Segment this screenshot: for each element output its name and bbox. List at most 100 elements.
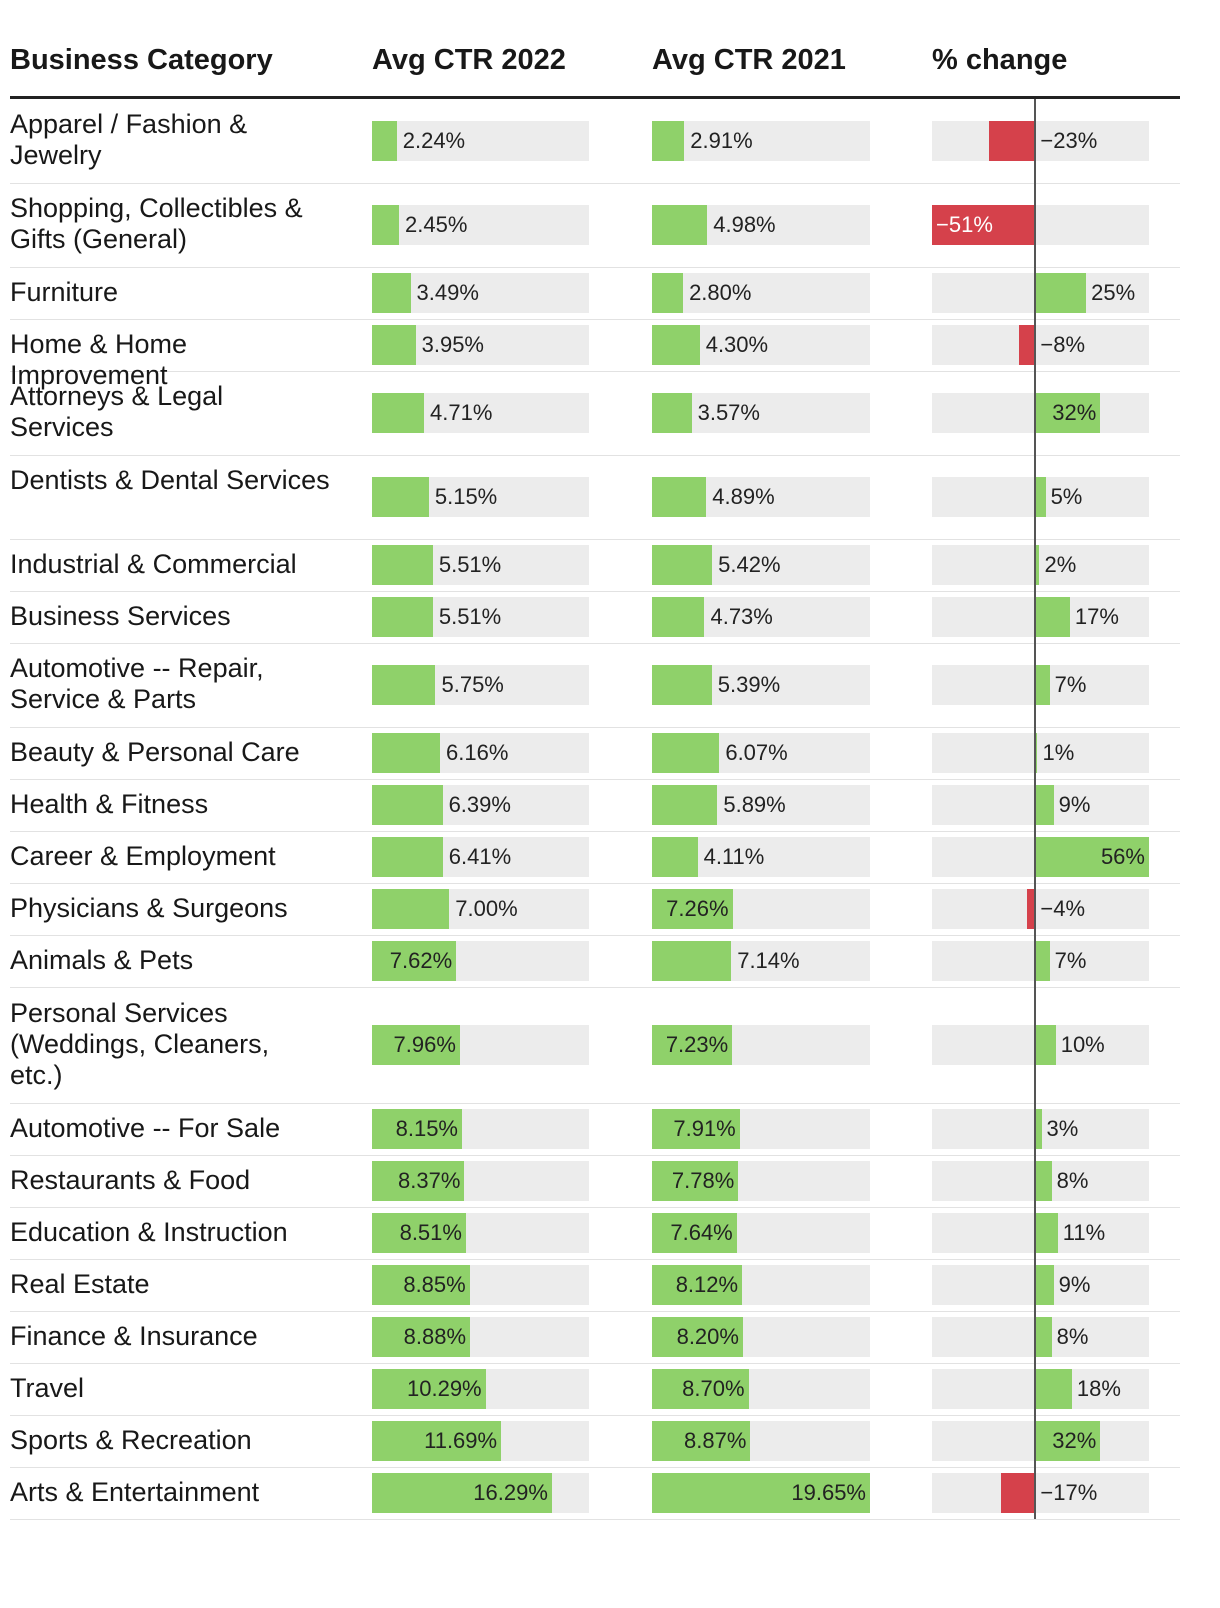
ctr-2022-bar [372, 1421, 502, 1461]
row-category: Finance & Insurance [10, 1320, 258, 1351]
ctr-2022-bar [372, 1109, 462, 1149]
ctr-2022-track: 2.24% [372, 121, 589, 161]
row-category: Automotive -- Repair, Service & Parts [10, 653, 264, 714]
ctr-2022-label: 5.15% [434, 484, 498, 509]
change-label: 2% [1044, 552, 1077, 577]
ctr-2022-track: 16.29% [372, 1473, 589, 1513]
row-category: Industrial & Commercial [10, 548, 297, 579]
table-row: Physicians & Surgeons 7.00% 7.26% −4% [10, 883, 1180, 936]
ctr-2021-track: 8.20% [652, 1317, 870, 1357]
ctr-2021-label: 8.70% [682, 1376, 745, 1401]
ctr-2022-track: 7.96% [372, 1025, 589, 1065]
table-row: Beauty & Personal Care 6.16% 6.07% 1% [10, 727, 1180, 780]
change-label: 9% [1058, 792, 1091, 817]
ctr-2021-track: 7.78% [652, 1161, 870, 1201]
change-bar [1035, 1421, 1101, 1461]
ctr-2021-track: 4.89% [652, 477, 870, 517]
ctr-2021-bar [652, 545, 713, 585]
ctr-2021-label: 7.64% [670, 1220, 733, 1245]
header-category: Business Category [10, 44, 273, 76]
change-label: 18% [1076, 1376, 1121, 1401]
change-track: 11% [932, 1213, 1149, 1253]
ctr-2021-bar [652, 941, 732, 981]
ctr-2021-label: 4.30% [705, 332, 769, 357]
table-row: Restaurants & Food 8.37% 7.78% 8% [10, 1155, 1180, 1208]
table-row: Arts & Entertainment 16.29% 19.65% −17% [10, 1467, 1180, 1520]
change-bar [988, 121, 1036, 161]
ctr-2022-track: 4.71% [372, 393, 589, 433]
change-label: 3% [1046, 1116, 1079, 1141]
ctr-2021-label: 4.11% [703, 844, 765, 869]
ctr-2022-label: 6.16% [446, 740, 509, 765]
ctr-2022-label: 2.45% [405, 212, 468, 237]
ctr-2022-track: 8.51% [372, 1213, 589, 1253]
change-bar [1035, 477, 1046, 517]
table-row: Attorneys & Legal Services 4.71% 3.57% 32% [10, 371, 1180, 456]
row-category: Animals & Pets [10, 944, 194, 975]
change-bar [1035, 1265, 1054, 1305]
change-label: −17% [1040, 1480, 1098, 1505]
ctr-2021-track: 7.23% [652, 1025, 870, 1065]
ctr-2021-label: 19.65% [791, 1480, 866, 1505]
ctr-2021-bar [652, 1161, 739, 1201]
ctr-2022-label: 3.49% [416, 280, 479, 305]
row-category: Health & Fitness [10, 788, 209, 819]
ctr-2022-label: 5.51% [438, 552, 502, 577]
change-label: 8% [1056, 1168, 1089, 1193]
ctr-2022-bar [372, 477, 429, 517]
ctr-2022-track: 5.75% [372, 665, 589, 705]
row-category: Shopping, Collectibles & Gifts (General) [10, 193, 303, 254]
ctr-2021-label: 7.26% [666, 896, 729, 921]
row-category: Personal Services (Weddings, Cleaners, e… [10, 997, 270, 1090]
change-bar [1027, 889, 1036, 929]
ctr-2022-bar [372, 273, 411, 313]
ctr-2021-label: 2.80% [689, 280, 752, 305]
table-row: Animals & Pets 7.62% 7.14% 7% [10, 935, 1180, 988]
ctr-2021-label: 4.73% [710, 604, 773, 629]
change-track: 56% [932, 837, 1149, 877]
header-ctr-2021: Avg CTR 2021 [652, 44, 846, 76]
ctr-2022-track: 6.16% [372, 733, 589, 773]
ctr-2021-track: 4.98% [652, 205, 870, 245]
change-track: 10% [932, 1025, 1149, 1065]
ctr-2021-track: 4.73% [652, 597, 870, 637]
change-label: 17% [1074, 604, 1119, 629]
table-row: Automotive -- Repair, Service & Parts 5.7… [10, 643, 1180, 728]
ctr-2022-bar [372, 205, 400, 245]
change-label: 8% [1056, 1324, 1089, 1349]
change-bar [1035, 1025, 1056, 1065]
ctr-2022-track: 5.51% [372, 545, 589, 585]
row-category: Career & Employment [10, 840, 276, 871]
ctr-2022-label: 7.62% [389, 948, 453, 973]
table-row: Business Services 5.51% 4.73% 17% [10, 591, 1180, 644]
change-zero-axis [1034, 99, 1037, 1519]
change-bar [932, 205, 1036, 245]
table-row: Finance & Insurance 8.88% 8.20% 8% [10, 1311, 1180, 1364]
change-track: 2% [932, 545, 1149, 585]
ctr-2022-track: 8.88% [372, 1317, 589, 1357]
change-bar [1019, 325, 1036, 365]
table-row: Education & Instruction 8.51% 7.64% 11% [10, 1207, 1180, 1260]
ctr-2022-label: 5.75% [441, 672, 504, 697]
ctr-2022-bar [372, 393, 424, 433]
ctr-2021-bar [652, 325, 700, 365]
ctr-2022-bar [372, 545, 433, 585]
change-track: 1% [932, 733, 1149, 773]
table-header: Business Category Avg CTR 2022 Avg CTR 2… [10, 0, 1180, 99]
table-row: Personal Services (Weddings, Cleaners, e… [10, 987, 1180, 1104]
ctr-2022-bar [372, 733, 441, 773]
ctr-2021-track: 7.14% [652, 941, 870, 981]
ctr-2021-label: 8.87% [684, 1428, 747, 1453]
ctr-2021-label: 7.14% [737, 948, 800, 973]
ctr-2021-label: 5.89% [723, 792, 786, 817]
table-row: Furniture 3.49% 2.80% 25% [10, 267, 1180, 320]
ctr-2021-bar [652, 785, 718, 825]
change-bar [1035, 785, 1054, 825]
change-track: 5% [932, 477, 1149, 517]
ctr-2022-bar [372, 121, 397, 161]
row-category: Real Estate [10, 1268, 150, 1299]
table-row: Dentists & Dental Services 5.15% 4.89% 5% [10, 455, 1180, 540]
change-bar [1035, 1213, 1058, 1253]
ctr-2022-bar [372, 941, 457, 981]
change-label: 5% [1050, 484, 1083, 509]
